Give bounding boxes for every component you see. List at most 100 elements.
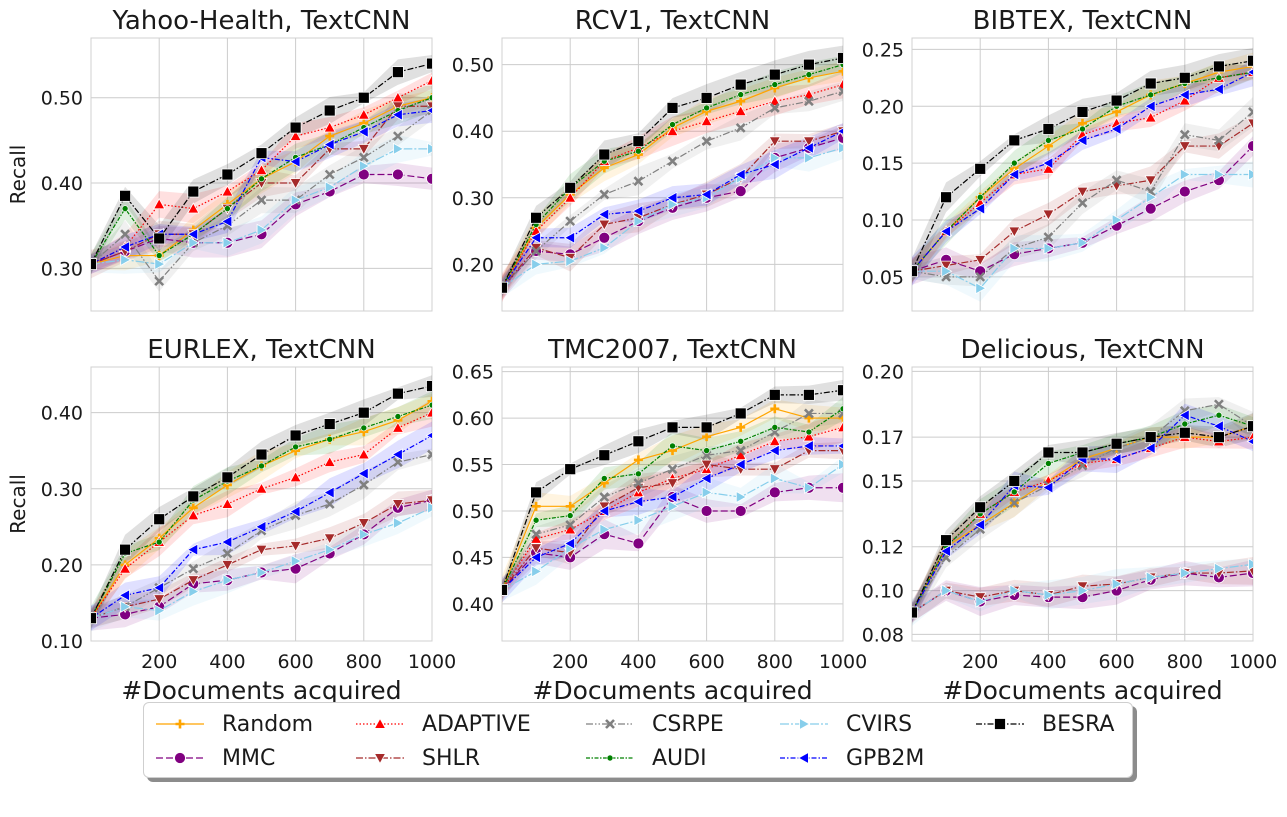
data-point-cvirs	[531, 258, 543, 271]
data-point-cvirs	[120, 253, 132, 266]
x-axis-label: #Documents acquired	[121, 676, 401, 705]
confidence-band-cvirs	[912, 161, 1253, 302]
data-point-besra	[564, 181, 577, 194]
data-point-cvirs	[120, 600, 132, 613]
data-point-besra	[502, 584, 508, 596]
series-line-gpb2m	[912, 71, 1253, 272]
data-point-mmc	[598, 231, 611, 244]
data-point-besra	[221, 168, 234, 181]
data-point-besra	[187, 490, 200, 503]
data-point-besra	[1178, 71, 1191, 84]
data-point-audi	[155, 538, 163, 546]
data-point-cvirs	[1077, 584, 1089, 597]
chart-panel-4: 0.10 0.20 0.30 0.40 200 400 600 800 1000 EURLEX, …	[6, 335, 456, 705]
data-point-besra	[391, 66, 404, 79]
data-point-csrpe	[222, 548, 233, 559]
x-tick-label: 400	[1030, 651, 1066, 673]
data-point-audi	[703, 104, 710, 112]
data-point-gpb2m	[323, 486, 335, 499]
confidence-band-besra	[502, 45, 843, 298]
y-tick-label: 0.60	[452, 408, 494, 430]
data-point-cvirs	[222, 573, 234, 587]
data-point-cvirs	[599, 241, 611, 254]
data-point-cvirs	[838, 458, 843, 471]
data-point-audi	[1045, 460, 1052, 467]
data-point-csrpe	[531, 246, 542, 256]
y-tick-label: 0.20	[862, 96, 904, 118]
series-besra	[91, 380, 432, 625]
series-line-besra	[912, 425, 1253, 613]
data-point-mmc	[734, 505, 747, 517]
data-point-gpb2m	[939, 544, 951, 558]
data-point-gpb2m	[1212, 83, 1224, 96]
data-point-cvirs	[188, 236, 200, 249]
plot-area-frame	[501, 366, 844, 642]
data-point-gpb2m	[425, 431, 432, 440]
data-point-besra	[289, 121, 302, 134]
data-point-csrpe	[358, 152, 369, 163]
data-point-csrpe	[188, 563, 199, 574]
data-point-csrpe	[324, 169, 335, 180]
series-audi	[502, 405, 843, 594]
data-point-audi	[669, 121, 676, 128]
data-point-csrpe	[531, 529, 542, 540]
confidence-band-gpb2m	[91, 98, 432, 274]
legend-label-audi: AUDI	[652, 745, 707, 771]
data-point-cvirs	[256, 223, 268, 237]
y-tick-label: 0.17	[862, 427, 904, 449]
legend-label-mmc: MMC	[222, 745, 276, 771]
x-tick-label: 200	[141, 651, 177, 673]
data-point-cvirs	[1145, 191, 1158, 204]
data-point-adaptive	[221, 185, 234, 197]
data-point-shlr	[425, 495, 432, 507]
legend-label-gpb2m: GPB2M	[846, 745, 925, 771]
x-axis-label: #Documents acquired	[942, 676, 1222, 705]
data-point-gpb2m	[289, 155, 301, 168]
data-point-cvirs	[838, 141, 843, 155]
x-tick-label: 200	[962, 651, 998, 673]
data-point-cvirs	[565, 254, 577, 268]
data-point-mmc	[1144, 202, 1157, 215]
chart-panel-5: 0.40 0.45 0.50 0.55 0.60 0.65 200 400 600 800 1000…	[452, 335, 867, 705]
data-point-adaptive	[1144, 111, 1157, 123]
chart-title: TMC2007, TextCNN	[547, 335, 797, 365]
y-tick-label: 0.05	[862, 267, 904, 289]
data-point-audi	[737, 438, 745, 445]
x-tick-label: 800	[346, 651, 382, 673]
data-point-mmc	[1178, 185, 1191, 198]
data-point-besra	[153, 513, 166, 526]
data-point-adaptive	[118, 562, 132, 574]
data-point-audi	[805, 71, 813, 78]
y-tick-label: 0.12	[862, 537, 904, 559]
data-point-gpb2m	[666, 490, 678, 504]
data-point-mmc	[632, 537, 645, 550]
data-point-besra	[598, 148, 611, 161]
data-point-besra	[1076, 446, 1089, 459]
data-point-csrpe	[427, 105, 432, 116]
data-point-adaptive	[425, 406, 432, 418]
x-tick-label: 200	[552, 651, 588, 673]
data-point-besra	[768, 388, 781, 401]
series-line-audi	[912, 414, 1253, 613]
data-point-csrpe	[633, 478, 644, 489]
series-line-adaptive	[91, 80, 432, 265]
data-point-besra	[391, 387, 404, 400]
legend-marker-shlr	[373, 753, 387, 765]
legend-entry-random: Random	[154, 709, 313, 739]
series-cvirs	[91, 142, 432, 271]
plot-area	[912, 47, 1253, 302]
data-point-adaptive	[323, 455, 336, 467]
data-point-besra	[289, 429, 302, 442]
data-point-audi	[566, 512, 574, 519]
data-point-gpb2m	[563, 537, 575, 550]
data-point-cvirs	[1214, 562, 1226, 575]
series-besra	[912, 54, 1253, 278]
y-tick-label: 0.30	[41, 258, 83, 280]
data-point-cvirs	[427, 142, 432, 156]
data-point-csrpe	[1043, 232, 1054, 242]
series-besra	[502, 384, 843, 596]
series-csrpe	[502, 86, 843, 293]
data-point-cvirs	[633, 514, 645, 527]
y-tick-label: 0.30	[452, 188, 494, 210]
